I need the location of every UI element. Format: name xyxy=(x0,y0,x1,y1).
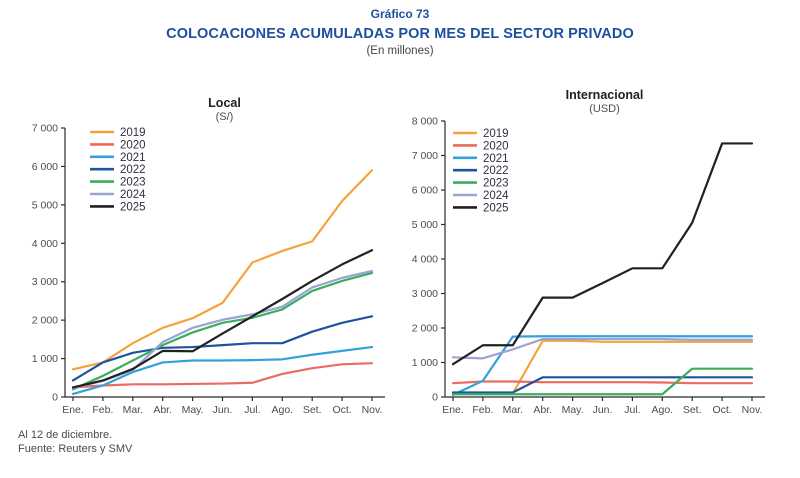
x-tick-label: Nov. xyxy=(362,404,383,416)
y-tick-label: 4 000 xyxy=(32,238,58,250)
y-tick-label: 3 000 xyxy=(412,288,438,300)
legend-label-2025: 2025 xyxy=(120,201,146,213)
series-line-2024 xyxy=(71,269,374,390)
x-tick-label: Abr. xyxy=(153,404,172,416)
x-tick-label: May. xyxy=(562,404,584,416)
legend-item-2025: 2025 xyxy=(90,201,146,213)
y-tick-label: 3 000 xyxy=(32,276,58,288)
header: Gráfico 73 COLOCACIONES ACUMULADAS POR M… xyxy=(0,7,800,57)
x-tick-label: Jul. xyxy=(244,404,260,416)
series-line-2021 xyxy=(71,345,374,396)
legend-label-2021: 2021 xyxy=(483,153,509,165)
international-chart-unit-label: (USD) xyxy=(589,103,620,115)
legend-label-2023: 2023 xyxy=(483,178,509,190)
series-line-2025 xyxy=(71,249,374,389)
legend-label-2020: 2020 xyxy=(120,139,146,151)
x-tick-label: Ago. xyxy=(651,404,673,416)
legend-item-2023: 2023 xyxy=(90,177,146,189)
y-tick-label: 2 000 xyxy=(412,323,438,335)
y-tick-label: 4 000 xyxy=(412,254,438,266)
series-line-2024 xyxy=(451,337,754,360)
legend-label-2020: 2020 xyxy=(483,140,509,152)
legend-item-2023: 2023 xyxy=(453,178,509,190)
x-tick-label: Oct. xyxy=(332,404,351,416)
legend-item-2020: 2020 xyxy=(90,139,146,151)
international-chart-title: Internacional xyxy=(565,88,644,102)
y-tick-label: 0 xyxy=(52,392,58,404)
series-line-2020 xyxy=(451,380,754,385)
graphic-number: Gráfico 73 xyxy=(370,7,430,21)
x-tick-label: Abr. xyxy=(533,404,552,416)
x-tick-label: Ago. xyxy=(271,404,293,416)
x-tick-label: May. xyxy=(182,404,204,416)
x-tick-label: Nov. xyxy=(742,404,763,416)
legend-item-2021: 2021 xyxy=(90,152,146,164)
x-tick-label: Ene. xyxy=(62,404,84,416)
footnote: Al 12 de diciembre. xyxy=(18,429,113,441)
series-line-2020 xyxy=(71,362,374,389)
series-line-2023 xyxy=(71,271,374,391)
y-tick-label: 5 000 xyxy=(32,199,58,211)
page-subtitle: (En millones) xyxy=(366,45,434,57)
footer: Al 12 de diciembre. Fuente: Reuters y SM… xyxy=(18,428,132,456)
page-title: COLOCACIONES ACUMULADAS POR MES DEL SECT… xyxy=(166,26,634,42)
x-tick-label: Jul. xyxy=(624,404,640,416)
x-tick-label: Mar. xyxy=(123,404,143,416)
x-tick-label: Oct. xyxy=(712,404,731,416)
series-line-2022 xyxy=(451,376,754,394)
legend-label-2021: 2021 xyxy=(120,152,146,164)
legend-item-2021: 2021 xyxy=(453,153,509,165)
legend-label-2019: 2019 xyxy=(120,127,146,139)
legend-label-2022: 2022 xyxy=(120,164,146,176)
local-chart-unit-label: (S/) xyxy=(215,111,234,123)
x-tick-label: Ene. xyxy=(442,404,464,416)
legend-label-2024: 2024 xyxy=(483,190,509,202)
x-tick-label: Feb. xyxy=(92,404,113,416)
y-tick-label: 6 000 xyxy=(32,161,58,173)
y-tick-label: 1 000 xyxy=(412,357,438,369)
x-tick-label: Feb. xyxy=(472,404,493,416)
legend-item-2025: 2025 xyxy=(453,202,509,214)
y-tick-label: 1 000 xyxy=(32,353,58,365)
x-tick-label: Jun. xyxy=(593,404,613,416)
legend-item-2019: 2019 xyxy=(90,127,146,139)
y-tick-label: 2 000 xyxy=(32,315,58,327)
legend-label-2024: 2024 xyxy=(120,189,146,201)
x-tick-label: Jun. xyxy=(213,404,233,416)
legend-label-2019: 2019 xyxy=(483,128,509,140)
chart-local: Local (S/) 0 1 000 2 000 3 000 4 000 5 000 6 0… xyxy=(12,84,392,434)
series-line-2022 xyxy=(71,315,374,382)
x-tick-label: Mar. xyxy=(503,404,523,416)
y-tick-label: 7 000 xyxy=(32,123,58,135)
y-tick-label: 7 000 xyxy=(412,150,438,162)
legend-item-2022: 2022 xyxy=(90,164,146,176)
legend-label-2022: 2022 xyxy=(483,165,509,177)
local-chart-canvas: 0 1 000 2 000 3 000 4 000 5 000 6 000 7 000 Ene.… xyxy=(32,123,385,416)
y-tick-label: 0 xyxy=(432,392,438,404)
x-tick-label: Set. xyxy=(303,404,322,416)
y-tick-label: 6 000 xyxy=(412,185,438,197)
legend-item-2024: 2024 xyxy=(453,190,509,202)
legend-item-2019: 2019 xyxy=(453,128,509,140)
series-line-2019 xyxy=(71,169,374,371)
legend-item-2020: 2020 xyxy=(453,140,509,152)
legend-item-2024: 2024 xyxy=(90,189,146,201)
series-line-2023 xyxy=(451,367,754,396)
y-tick-label: 5 000 xyxy=(412,219,438,231)
chart-international: Internacional (USD) 0 1 000 2 000 3 000 4 00… xyxy=(392,84,772,434)
y-tick-label: 8 000 xyxy=(412,116,438,128)
legend-label-2023: 2023 xyxy=(120,177,146,189)
series-line-2025 xyxy=(451,142,754,366)
local-chart-title: Local xyxy=(208,96,241,110)
source-note: Fuente: Reuters y SMV xyxy=(18,443,133,455)
international-chart-canvas: 0 1 000 2 000 3 000 4 000 5 000 6 000 7 000 8 00… xyxy=(412,116,765,416)
x-tick-label: Set. xyxy=(683,404,702,416)
series-line-2019 xyxy=(451,339,754,395)
legend-item-2022: 2022 xyxy=(453,165,509,177)
legend-label-2025: 2025 xyxy=(483,202,509,214)
